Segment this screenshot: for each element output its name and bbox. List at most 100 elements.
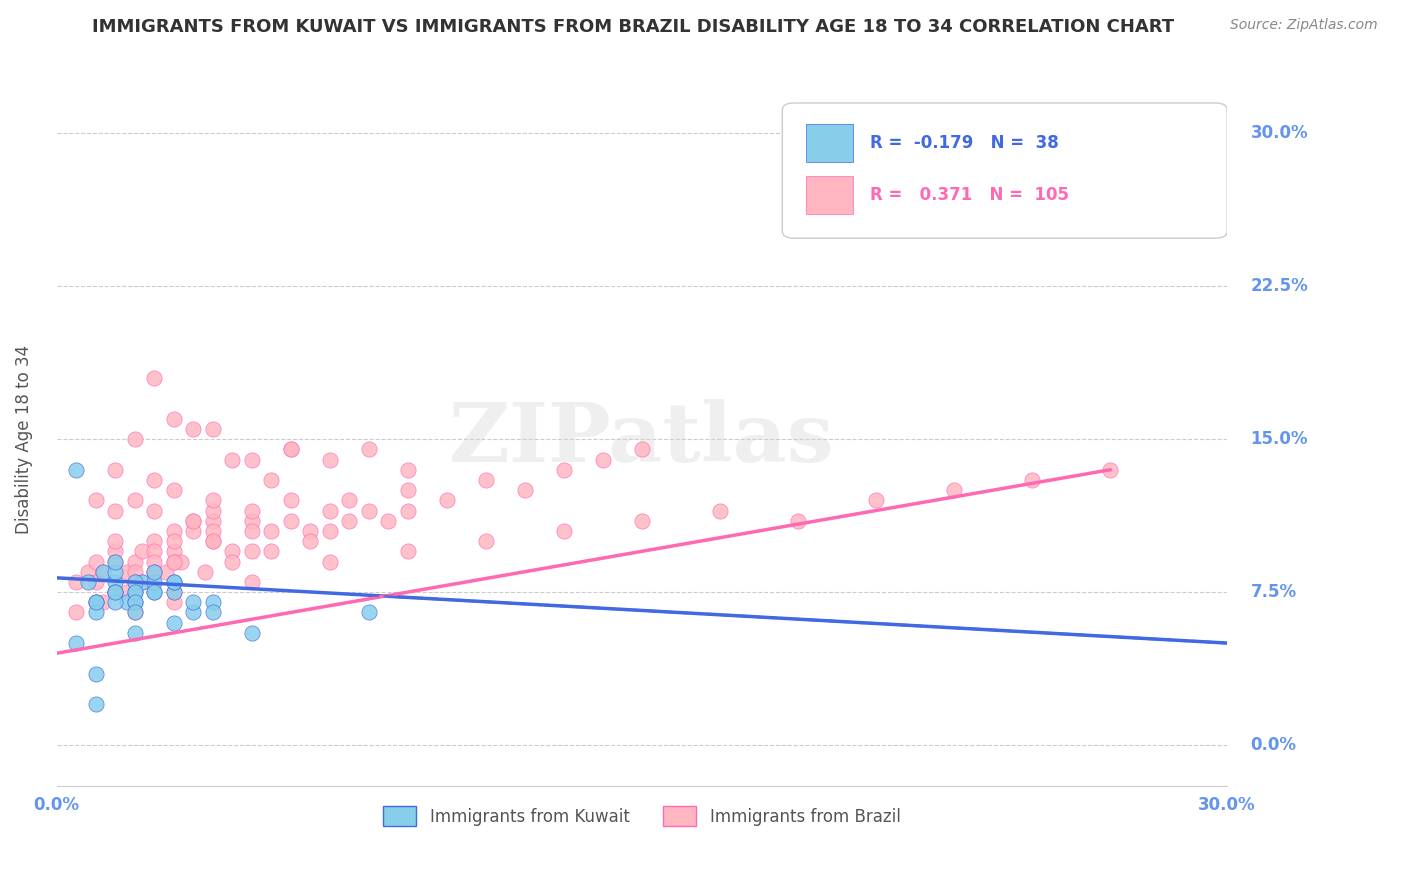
Text: Source: ZipAtlas.com: Source: ZipAtlas.com [1230,18,1378,32]
Point [181,606,204,620]
Point [181,595,204,609]
Point [396,544,419,558]
Point [201,595,224,609]
Legend: Immigrants from Kuwait, Immigrants from Brazil: Immigrants from Kuwait, Immigrants from … [377,799,907,833]
Point [240,544,263,558]
Point [163,524,186,538]
Point [115,595,138,609]
Point [84,595,107,609]
FancyBboxPatch shape [782,103,1227,238]
Point [65,463,87,477]
Point [240,626,263,640]
Point [865,493,887,508]
Point [319,524,342,538]
Point [104,463,127,477]
Point [163,585,186,599]
Point [124,606,146,620]
Point [131,574,153,589]
Point [201,422,224,436]
Point [124,555,146,569]
Point [163,555,186,569]
Point [84,606,107,620]
Point [436,493,458,508]
Point [357,606,380,620]
Text: IMMIGRANTS FROM KUWAIT VS IMMIGRANTS FROM BRAZIL DISABILITY AGE 18 TO 34 CORRELA: IMMIGRANTS FROM KUWAIT VS IMMIGRANTS FRO… [91,18,1174,36]
Point [201,534,224,549]
Point [631,442,654,457]
Point [181,422,204,436]
Point [240,514,263,528]
Point [280,514,302,528]
Point [163,483,186,498]
Point [319,452,342,467]
Point [181,514,204,528]
Point [143,585,166,599]
Point [143,555,166,569]
Point [240,452,263,467]
Bar [806,176,852,214]
Point [84,574,107,589]
Point [221,544,243,558]
Point [163,534,186,549]
Text: R =  -0.179   N =  38: R = -0.179 N = 38 [870,134,1059,152]
Point [1099,463,1122,477]
Point [787,514,810,528]
Text: R =   0.371   N =  105: R = 0.371 N = 105 [870,186,1069,204]
Point [124,585,146,599]
Point [84,698,107,712]
Point [299,534,322,549]
Point [163,574,186,589]
Point [592,452,614,467]
Point [201,514,224,528]
Point [201,534,224,549]
Point [131,544,153,558]
Point [163,574,186,589]
Point [163,555,186,569]
Point [280,442,302,457]
Point [221,452,243,467]
Point [357,503,380,517]
Point [93,565,115,579]
Point [181,524,204,538]
Point [124,574,146,589]
Point [93,565,115,579]
Point [280,493,302,508]
Text: 7.5%: 7.5% [1250,583,1296,601]
Point [104,595,127,609]
Point [124,493,146,508]
Y-axis label: Disability Age 18 to 34: Disability Age 18 to 34 [15,344,32,533]
Point [124,432,146,446]
Point [240,503,263,517]
Point [124,565,146,579]
Point [170,555,193,569]
Point [104,534,127,549]
Point [104,585,127,599]
Point [201,503,224,517]
Point [143,371,166,385]
Point [124,606,146,620]
Point [553,463,575,477]
Point [631,514,654,528]
Point [143,565,166,579]
Point [143,534,166,549]
Point [194,565,217,579]
Point [475,473,498,487]
Point [104,585,127,599]
Point [124,574,146,589]
Point [93,595,115,609]
Text: 15.0%: 15.0% [1250,430,1308,448]
Point [84,493,107,508]
Point [357,442,380,457]
Point [201,493,224,508]
Point [124,626,146,640]
Point [709,503,731,517]
Point [319,555,342,569]
Point [181,514,204,528]
Point [260,473,283,487]
Point [104,574,127,589]
Point [124,595,146,609]
Point [65,636,87,650]
Point [1021,473,1043,487]
Text: 22.5%: 22.5% [1250,277,1308,295]
Point [163,412,186,426]
